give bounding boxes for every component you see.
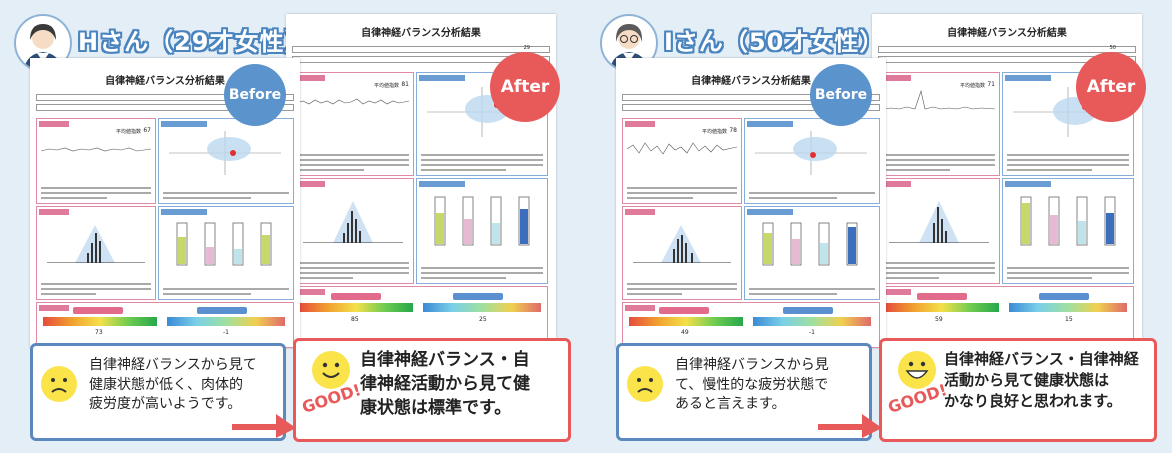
health-score: 59 <box>935 316 943 323</box>
case-panel-h: Hさん（29才女性） 自律神経バランス分析結果 29 平均値指数 81 85 <box>14 14 571 442</box>
histogram-box <box>36 206 156 300</box>
report-title: 自律神経バランス分析結果 <box>105 76 225 87</box>
age-value: 50 <box>1109 45 1116 51</box>
after-comment-text: 自律神経バランス・自律神経 活動から見て健康状態は かなり良好と思われます。 <box>944 350 1139 410</box>
before-comment-text: 自律神経バランスから見て 健康状態が低く、肉体的 疲労度が高いようです。 <box>89 357 257 413</box>
overall-score-box: 59 15 <box>878 286 1134 342</box>
before-report-sheet: 自律神経バランス分析結果 50 平均値指数 78 49 -1 <box>616 58 886 348</box>
report-title: 自律神経バランス分析結果 <box>947 28 1067 39</box>
after-badge: After <box>490 52 560 122</box>
tube-chart-box <box>416 178 548 284</box>
report-title: 自律神経バランス分析結果 <box>691 76 811 87</box>
before-badge: Before <box>224 64 286 126</box>
stress-score: -1 <box>809 329 815 336</box>
red-arrow-icon <box>232 414 296 438</box>
after-comment-box: GOOD! 自律神経バランス・自律神経 活動から見て健康状態は かなり良好と思わ… <box>879 338 1157 442</box>
mean-index-value: 78 <box>729 127 737 134</box>
overall-score-box: 73 -1 <box>36 302 294 348</box>
tube-chart-box <box>158 206 294 300</box>
balance-scatter-box <box>744 118 880 204</box>
report-title: 自律神経バランス分析結果 <box>361 28 481 39</box>
before-badge: Before <box>810 64 872 126</box>
before-report-sheet: 自律神経バランス分析結果 29 平均値指数 67 73 -1 <box>30 58 300 348</box>
age-value: 29 <box>523 45 530 51</box>
balance-scatter-box <box>158 118 294 204</box>
overall-score-box: 85 25 <box>292 286 548 342</box>
health-score: 49 <box>681 329 689 336</box>
mean-index-value: 81 <box>401 81 409 88</box>
pulse-wave-box: 平均値指数 71 <box>878 72 1000 176</box>
case-title: Hさん（29才女性） <box>78 28 310 56</box>
before-comment-box: 自律神経バランスから見 て、慢性的な疲労状態で あると言えます。 <box>616 343 872 441</box>
mean-index-value: 67 <box>143 127 151 134</box>
sad-face-icon <box>41 366 77 402</box>
case-title: Iさん（50才女性） <box>664 28 885 56</box>
mean-index-label: 平均値指数 <box>959 83 985 89</box>
pulse-wave-box: 平均値指数 78 <box>622 118 742 204</box>
pulse-wave-box: 平均値指数 67 <box>36 118 156 204</box>
after-report-sheet: 自律神経バランス分析結果 50 平均値指数 71 59 15 <box>872 14 1142 344</box>
health-score: 73 <box>95 329 103 336</box>
before-comment-text: 自律神経バランスから見 て、慢性的な疲労状態で あると言えます。 <box>675 357 829 413</box>
smile-face-icon <box>312 351 350 389</box>
after-comment-text: 自律神経バランス・自 律神経活動から見て健 康状態は標準です。 <box>360 350 530 418</box>
tube-chart-box <box>744 206 880 300</box>
mean-index-label: 平均値指数 <box>373 83 399 89</box>
stress-score: 25 <box>479 316 487 323</box>
histogram-box <box>292 178 414 284</box>
mean-index-value: 71 <box>987 81 995 88</box>
health-score: 85 <box>351 316 359 323</box>
case-panel-i: Iさん（50才女性） 自律神経バランス分析結果 50 平均値指数 71 59 <box>586 0 1172 453</box>
red-arrow-icon <box>818 414 882 438</box>
smile-face-icon <box>898 351 936 389</box>
histogram-box <box>878 178 1000 284</box>
mean-index-label: 平均値指数 <box>115 129 141 135</box>
pulse-wave-box: 平均値指数 81 <box>292 72 414 176</box>
stress-score: -1 <box>223 329 229 336</box>
after-comment-box: GOOD! 自律神経バランス・自 律神経活動から見て健 康状態は標準です。 <box>293 338 571 442</box>
tube-chart-box <box>1002 178 1134 284</box>
histogram-box <box>622 206 742 300</box>
overall-score-box: 49 -1 <box>622 302 880 348</box>
after-report-sheet: 自律神経バランス分析結果 29 平均値指数 81 85 25 <box>286 14 556 344</box>
after-badge: After <box>1076 52 1146 122</box>
stress-score: 15 <box>1065 316 1073 323</box>
mean-index-label: 平均値指数 <box>701 129 727 135</box>
sad-face-icon <box>627 366 663 402</box>
